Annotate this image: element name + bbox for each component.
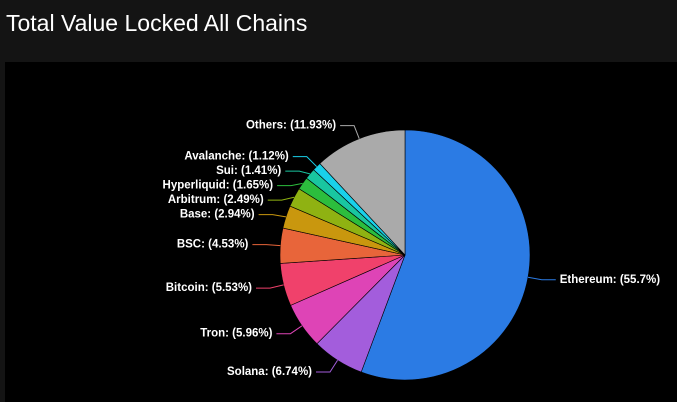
leader-line	[340, 125, 360, 139]
leader-line	[256, 284, 284, 289]
data-label: Others: (11.93%)	[246, 120, 336, 132]
data-label: BSC: (4.53%)	[177, 239, 249, 251]
leader-line	[527, 276, 556, 281]
leader-line	[292, 156, 318, 167]
leader-line	[277, 182, 303, 187]
data-label: Arbitrum: (2.49%)	[168, 194, 264, 206]
data-label: Solana: (6.74%)	[227, 366, 312, 378]
data-label: Base: (2.94%)	[180, 209, 255, 221]
data-label: Tron: (5.96%)	[200, 328, 272, 340]
leader-line	[252, 244, 281, 247]
data-label: Avalanche: (1.12%)	[184, 151, 289, 163]
pie-slice: Others	[319, 129, 406, 256]
leader-line	[316, 359, 338, 373]
leader-line	[276, 325, 303, 335]
data-label: Ethereum: (55.7%)	[560, 274, 661, 286]
chart-title: Total Value Locked All Chains	[6, 10, 308, 36]
leader-line	[258, 214, 287, 218]
leader-line	[267, 196, 295, 201]
data-label: Hyperliquid: (1.65%)	[163, 180, 274, 192]
data-label: Bitcoin: (5.53%)	[166, 282, 252, 294]
data-label: Sui: (1.41%)	[216, 165, 281, 177]
pie-slice: Ethereum	[360, 129, 531, 381]
leader-line	[285, 170, 311, 175]
